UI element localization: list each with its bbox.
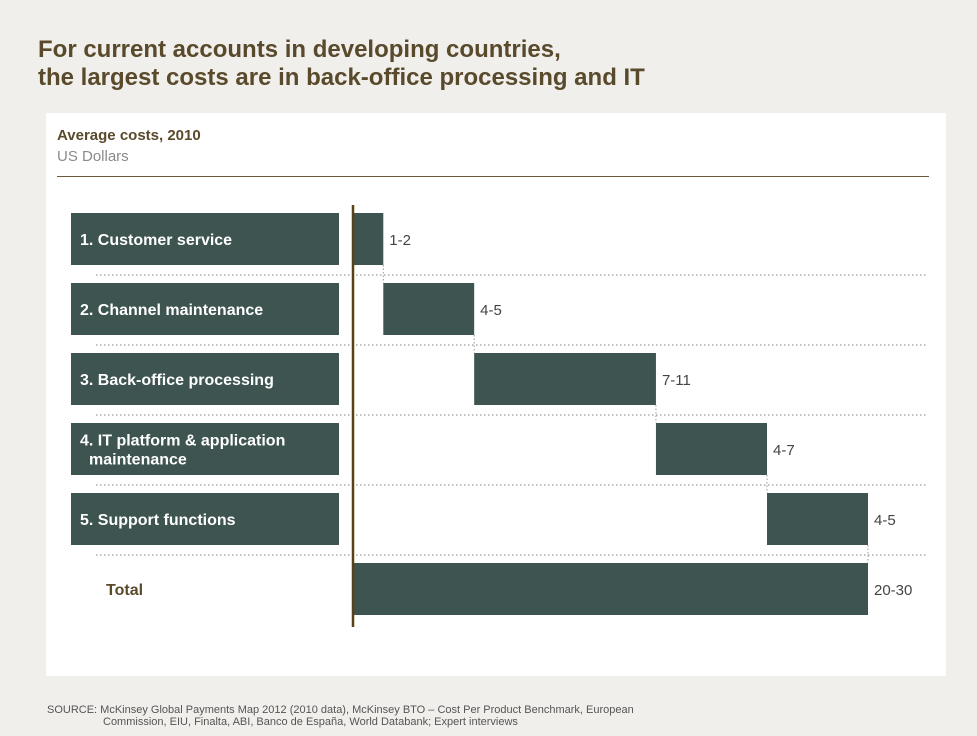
chart-title: Average costs, 2010 (57, 127, 201, 144)
value-label-2: 4-5 (480, 302, 502, 319)
value-label-3: 7-11 (662, 372, 691, 389)
value-label-4: 4-7 (773, 442, 795, 459)
bar-1 (353, 213, 384, 265)
category-label-5: 5. Support functions (80, 512, 236, 529)
header-rule (57, 176, 929, 177)
source-line-2: Commission, EIU, Finalta, ABI, Banco de … (103, 716, 518, 728)
waterfall-chart: 1. Customer service 1-2 2. Channel mainten… (71, 205, 928, 627)
category-label-4: 4. IT platform & application maintenance (80, 433, 285, 469)
bar-5 (767, 493, 868, 545)
category-box-4 (71, 423, 339, 475)
category-box-3 (71, 353, 339, 405)
chart-unit: US Dollars (57, 148, 129, 165)
bar-3 (474, 353, 656, 405)
title-line-1: For current accounts in developing count… (38, 36, 561, 63)
source-note: SOURCE: McKinsey Global Payments Map 201… (47, 704, 947, 728)
bar-4 (655, 423, 768, 475)
title-line-2: the largest costs are in back-office pro… (38, 64, 645, 91)
source-line-1: SOURCE: McKinsey Global Payments Map 201… (47, 704, 634, 716)
bar-2 (383, 283, 475, 335)
category-label-total: Total (106, 582, 143, 599)
category-label-1: 1. Customer service (80, 232, 232, 249)
category-box-5 (71, 493, 339, 545)
category-label-3: 3. Back-office processing (80, 372, 274, 389)
category-box-1 (71, 213, 339, 265)
chart-panel: Average costs, 2010 US Dollars 1. Custom… (46, 113, 946, 676)
value-label-total: 20-30 (874, 582, 912, 599)
page-title: For current accounts in developing count… (38, 36, 938, 92)
value-label-5: 4-5 (874, 512, 896, 529)
bar-total (353, 563, 868, 615)
value-label-1: 1-2 (389, 232, 411, 249)
category-label-2: 2. Channel maintenance (80, 302, 263, 319)
category-box-2 (71, 283, 339, 335)
